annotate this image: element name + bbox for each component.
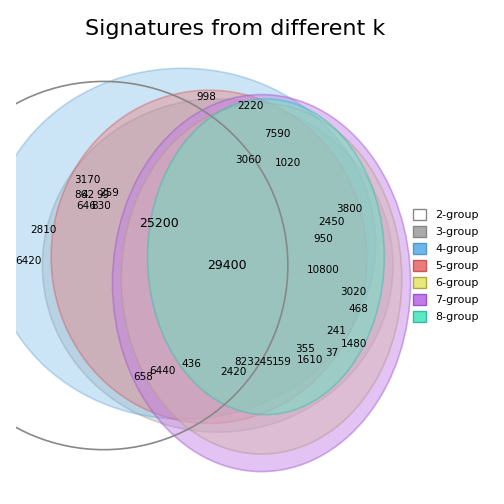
Text: 29400: 29400	[207, 259, 246, 272]
Text: 159: 159	[272, 357, 292, 367]
Ellipse shape	[121, 103, 402, 454]
Ellipse shape	[51, 90, 367, 423]
Text: 1610: 1610	[296, 355, 323, 365]
Text: 646: 646	[76, 202, 96, 211]
Title: Signatures from different k: Signatures from different k	[85, 19, 386, 39]
Text: 3020: 3020	[341, 287, 367, 297]
Text: 468: 468	[348, 304, 368, 314]
Legend: 2-group, 3-group, 4-group, 5-group, 6-group, 7-group, 8-group: 2-group, 3-group, 4-group, 5-group, 6-gr…	[407, 203, 484, 328]
Text: 37: 37	[325, 348, 338, 358]
Ellipse shape	[0, 68, 375, 419]
Text: 3060: 3060	[235, 155, 262, 165]
Text: 2450: 2450	[319, 217, 345, 227]
Text: 7590: 7590	[264, 129, 290, 139]
Text: 950: 950	[313, 234, 333, 244]
Text: 3170: 3170	[74, 175, 101, 185]
Text: 658: 658	[133, 372, 153, 383]
Text: 823: 823	[234, 357, 254, 367]
Ellipse shape	[42, 99, 393, 432]
Text: 86: 86	[74, 191, 88, 201]
Text: 1480: 1480	[340, 340, 367, 349]
Text: 2810: 2810	[30, 225, 56, 235]
Text: 259: 259	[99, 188, 119, 198]
Text: 42: 42	[82, 191, 95, 201]
Text: 998: 998	[197, 92, 217, 102]
Text: 3800: 3800	[336, 204, 362, 214]
Text: 2220: 2220	[237, 100, 264, 110]
Text: 6420: 6420	[15, 256, 41, 266]
Ellipse shape	[112, 95, 411, 472]
Text: 241: 241	[326, 326, 346, 336]
Ellipse shape	[148, 99, 384, 415]
Text: 25200: 25200	[139, 217, 178, 230]
Text: 355: 355	[295, 344, 316, 354]
Text: 10800: 10800	[306, 265, 339, 275]
Text: 245: 245	[253, 357, 273, 367]
Text: 2420: 2420	[221, 366, 247, 376]
Text: 436: 436	[181, 359, 202, 369]
Text: 1020: 1020	[275, 158, 301, 167]
Text: 6440: 6440	[150, 366, 176, 376]
Text: 99: 99	[96, 191, 109, 201]
Text: 830: 830	[92, 202, 111, 211]
